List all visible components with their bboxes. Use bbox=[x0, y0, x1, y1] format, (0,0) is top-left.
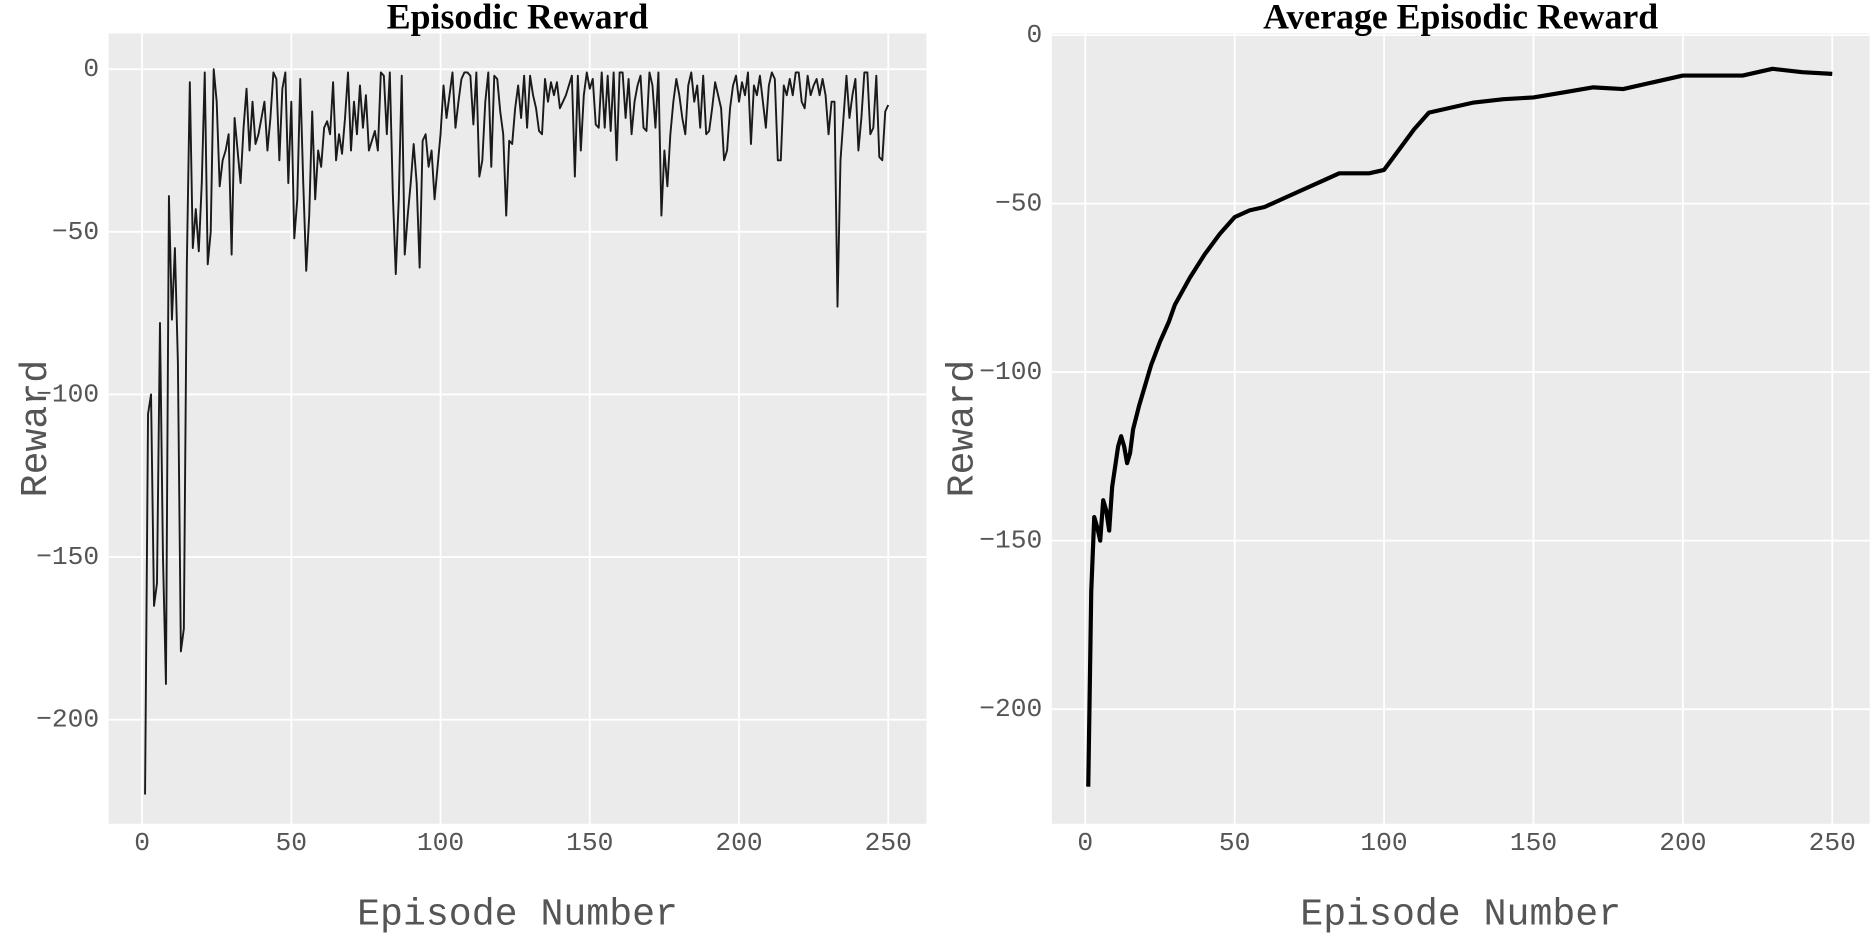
x-tick-label: 150 bbox=[1510, 828, 1557, 858]
y-tick-label: −50 bbox=[52, 217, 99, 247]
x-tick-label: 50 bbox=[276, 828, 308, 858]
plot-background bbox=[108, 33, 927, 824]
y-tick-label: 0 bbox=[83, 54, 99, 84]
y-tick-label: −100 bbox=[979, 357, 1042, 387]
y-tick-label: 0 bbox=[1026, 20, 1042, 50]
x-tick-label: 150 bbox=[566, 828, 613, 858]
y-tick-label: −200 bbox=[979, 694, 1042, 724]
x-tick-label: 0 bbox=[1077, 828, 1093, 858]
data-line bbox=[144, 68, 890, 795]
data-line bbox=[1086, 66, 1833, 787]
x-tick-label: 0 bbox=[134, 828, 150, 858]
plot-background bbox=[1051, 33, 1870, 824]
subplot: 0 −50 −100 −150 −200 0 50 100 150 200 250 Episodic … bbox=[15, 0, 927, 936]
x-axis-label: Episode Number bbox=[1300, 894, 1621, 936]
chart-title: Episodic Reward bbox=[387, 0, 649, 37]
y-axis-label: Reward bbox=[15, 360, 58, 498]
y-tick-label: −150 bbox=[36, 542, 99, 572]
x-tick-label: 100 bbox=[1360, 828, 1407, 858]
x-tick-label: 50 bbox=[1219, 828, 1251, 858]
x-tick-label: 250 bbox=[1809, 828, 1856, 858]
y-tick-label: −200 bbox=[36, 705, 99, 735]
y-tick-label: −50 bbox=[995, 189, 1042, 219]
chart-title: Average Episodic Reward bbox=[1263, 0, 1658, 37]
x-tick-label: 200 bbox=[715, 828, 762, 858]
x-axis-label: Episode Number bbox=[357, 894, 678, 936]
y-axis-label: Reward bbox=[941, 360, 984, 498]
y-tick-label: −150 bbox=[979, 526, 1042, 556]
x-tick-label: 250 bbox=[865, 828, 912, 858]
x-tick-label: 200 bbox=[1659, 828, 1706, 858]
subplot: 0 −50 −100 −150 −200 0 50 100 150 200 250 Average E… bbox=[941, 0, 1870, 936]
y-tick-label: −100 bbox=[36, 379, 99, 409]
x-tick-label: 100 bbox=[417, 828, 464, 858]
